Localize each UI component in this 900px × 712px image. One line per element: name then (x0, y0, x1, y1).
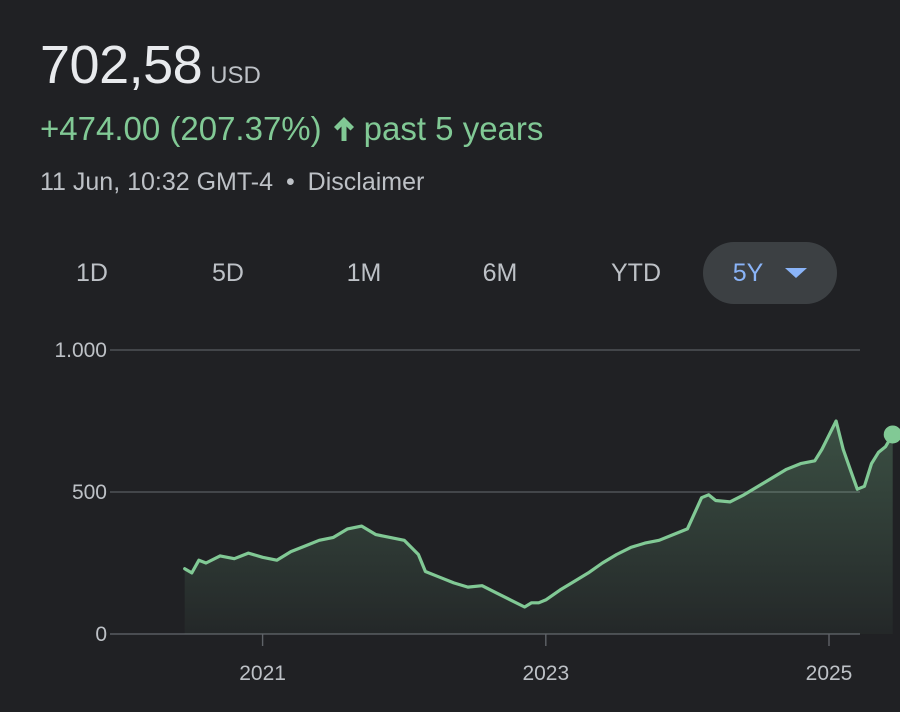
change-period: past 5 years (363, 110, 544, 147)
quote-timestamp: 11 Jun, 10:32 GMT-4 (40, 168, 273, 196)
meta-row: 11 Jun, 10:32 GMT-4 • Disclaimer (40, 168, 424, 197)
disclaimer-link[interactable]: Disclaimer (307, 168, 425, 196)
y-tick-label: 0 (95, 623, 107, 646)
x-tick-label: 2025 (806, 662, 853, 685)
price-row: 702,58 USD (40, 34, 261, 96)
price-change: +474.00 (207.37%) (40, 110, 322, 147)
tab-1m[interactable]: 1M (294, 242, 434, 304)
range-tabs: 1D 5D 1M 6M YTD 5Y (22, 242, 842, 304)
tab-label: 1M (346, 258, 382, 287)
meta-separator: • (285, 168, 295, 196)
series-area (184, 421, 893, 634)
tab-label: 1D (76, 258, 108, 287)
tab-label: 6M (482, 258, 518, 287)
arrow-up-icon (332, 115, 356, 143)
y-tick-label: 500 (72, 481, 107, 504)
chevron-down-icon (785, 268, 808, 278)
tab-label: 5D (212, 258, 244, 287)
current-price: 702,58 (40, 35, 203, 95)
change-row: +474.00 (207.37%) past 5 years (40, 110, 543, 148)
price-chart: 0 500 1.000 2021 2023 2025 (54, 339, 900, 685)
x-tick-label: 2021 (239, 662, 286, 685)
series-line (183, 419, 895, 609)
x-tick-label: 2023 (522, 662, 569, 685)
currency-label: USD (210, 62, 261, 89)
y-tick-label: 1.000 (54, 339, 107, 362)
tab-6m[interactable]: 6M (430, 242, 570, 304)
tab-ytd[interactable]: YTD (566, 242, 706, 304)
tab-label: YTD (611, 258, 661, 287)
tab-5d[interactable]: 5D (158, 242, 298, 304)
last-price-marker (883, 425, 900, 444)
tab-1d[interactable]: 1D (22, 242, 162, 304)
tab-5y[interactable]: 5Y (703, 242, 837, 304)
tab-label: 5Y (732, 258, 764, 287)
